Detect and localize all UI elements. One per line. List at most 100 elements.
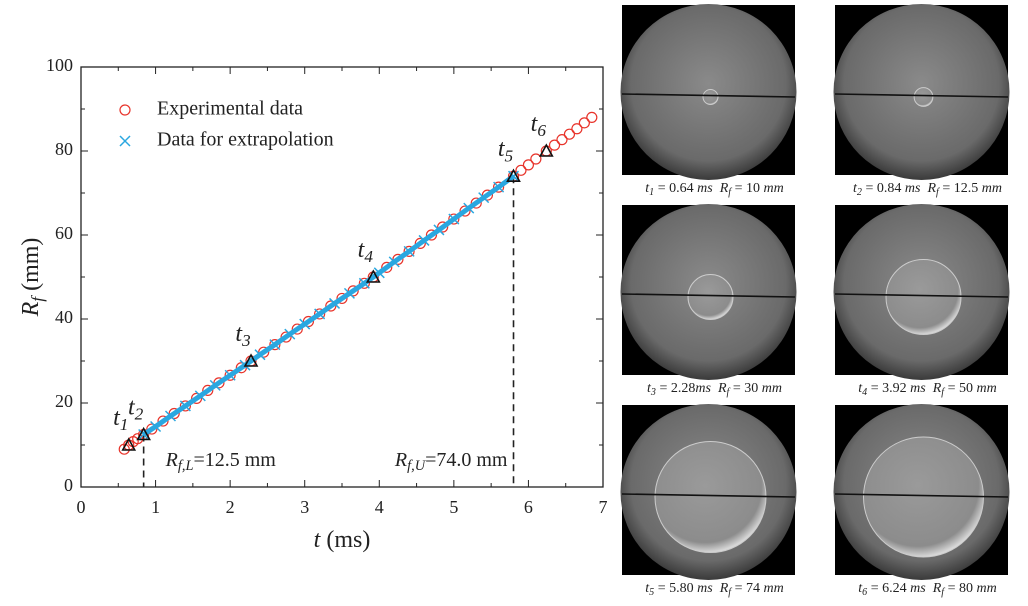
text-segment: ms [910,381,926,396]
legend-label: Data for extrapolation [157,129,334,151]
flame-bubble [885,259,962,335]
text-segment: t [498,136,506,162]
data-point [280,331,292,343]
y-tick-label: 80 [55,139,73,159]
text-segment: t [235,321,243,347]
data-point [548,139,561,151]
electrode-wire [834,93,1009,98]
data-point [388,256,400,268]
text-segment: t [531,111,539,137]
text-segment: = 0.64 [654,181,697,196]
text-segment: ms [697,181,713,196]
data-point [284,328,296,340]
text-segment: ms [697,581,713,596]
text-segment: R [394,449,407,471]
text-segment: f [727,388,731,399]
text-segment: f [941,388,945,399]
y-tick-label: 20 [55,391,73,411]
data-point [194,390,206,402]
data-point [150,420,162,433]
x-tick-label: 4 [375,497,384,517]
data-point [146,423,158,435]
x-tick-label: 7 [599,497,608,517]
flame-bubble [702,89,719,105]
electrode-wire [621,293,796,298]
annotation-marker [243,353,259,367]
text-segment: t [858,381,863,396]
schlieren-image [620,4,797,180]
annotation-marker [136,426,151,441]
text-segment: =74.0 mm [425,449,508,471]
data-point [254,349,266,361]
data-point [314,308,326,320]
text-segment: = 0.84 [862,181,905,196]
data-point [235,362,247,374]
data-point [522,159,535,171]
text-segment: = 6.24 [867,581,910,596]
text-segment: ms [910,581,926,596]
text-segment: 4 [862,388,867,399]
text-segment: 1 [120,415,129,434]
schlieren-image [833,204,1010,380]
data-point [157,415,169,427]
data-point [299,318,311,330]
x-tick-label: 5 [449,497,458,517]
text-segment: 1 [649,188,654,199]
data-point [325,300,337,312]
text-segment: = 30 [729,381,761,396]
reference-label: Rf,L=12.5 mm [165,449,277,475]
schlieren-image [620,204,797,380]
data-point [481,189,494,201]
text-segment: mm [762,381,782,396]
data-point [403,245,415,257]
electrode-wire [621,93,796,98]
annotation-marker [121,437,137,451]
data-point [437,221,449,233]
data-point [478,192,490,204]
data-point [586,111,598,124]
text-segment: R [926,381,942,396]
data-point [433,224,445,236]
annotation-marker [506,168,521,182]
text-segment: = 12.5 [939,181,982,196]
text-segment: 6 [862,588,867,599]
text-segment: t [853,181,858,196]
schlieren-image [833,4,1010,180]
image-caption: t1 = 0.64 ms Rf = 10 mm [645,181,783,198]
data-point [459,205,471,217]
text-segment: t [647,381,652,396]
data-point [179,400,191,412]
text-segment: t [314,527,322,553]
electrode-wire [621,493,796,498]
data-point [314,308,326,320]
text-segment: t [113,405,121,431]
data-point [493,181,505,193]
annotation-label: t6 [531,111,547,141]
text-segment: t [358,237,366,263]
schlieren-image [833,404,1010,580]
annotation-label: t5 [498,136,514,166]
text-segment: 5 [505,146,514,165]
data-point [358,277,370,289]
schlieren-image [620,404,797,580]
data-point [164,410,177,422]
data-point [530,153,542,165]
text-segment: = 74 [731,581,763,596]
text-segment: (ms) [320,527,370,553]
image-caption: t3 = 2.28ms Rf = 30 mm [647,381,782,398]
annotation-marker [365,269,381,283]
data-point [224,369,236,381]
data-point [381,261,393,273]
data-point [138,428,150,441]
x-tick-label: 6 [524,497,533,517]
data-point [202,384,214,396]
text-segment: 3 [241,331,251,350]
legend-label: Experimental data [157,98,303,120]
data-point [258,346,270,358]
data-point [392,253,404,265]
text-segment: t [645,181,650,196]
electrode-wire [834,293,1009,298]
data-point [507,170,520,182]
reference-label: Rf,U=74.0 mm [394,449,508,475]
text-segment: f,U [407,458,427,474]
